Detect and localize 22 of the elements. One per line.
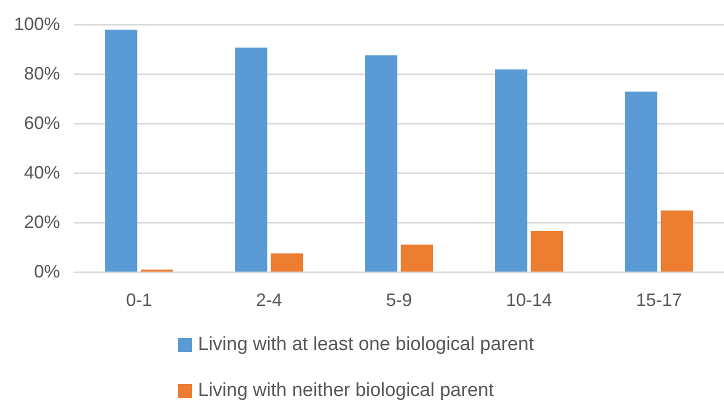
bar bbox=[495, 69, 528, 272]
bar bbox=[625, 92, 658, 272]
bar bbox=[365, 55, 398, 272]
y-tick-label: 20% bbox=[24, 212, 60, 232]
legend-label: Living with neither biological parent bbox=[198, 380, 494, 402]
x-tick-label: 0-1 bbox=[126, 290, 152, 310]
legend-label: Living with at least one biological parent bbox=[198, 334, 534, 356]
y-tick-label: 100% bbox=[14, 14, 60, 34]
x-tick-label: 2-4 bbox=[256, 290, 282, 310]
bar bbox=[105, 30, 138, 272]
y-tick-label: 80% bbox=[24, 63, 60, 84]
y-tick-label: 60% bbox=[24, 112, 60, 133]
y-tick-label: 0% bbox=[34, 261, 60, 282]
x-tick-label: 10-14 bbox=[506, 290, 552, 310]
bar bbox=[270, 253, 303, 272]
bar bbox=[400, 244, 433, 272]
bar bbox=[530, 231, 563, 272]
x-tick-label: 15-17 bbox=[636, 290, 682, 310]
bar bbox=[660, 210, 693, 272]
x-tick-label: 5-9 bbox=[386, 290, 412, 310]
bar bbox=[235, 48, 268, 272]
y-tick-label: 40% bbox=[24, 162, 60, 182]
